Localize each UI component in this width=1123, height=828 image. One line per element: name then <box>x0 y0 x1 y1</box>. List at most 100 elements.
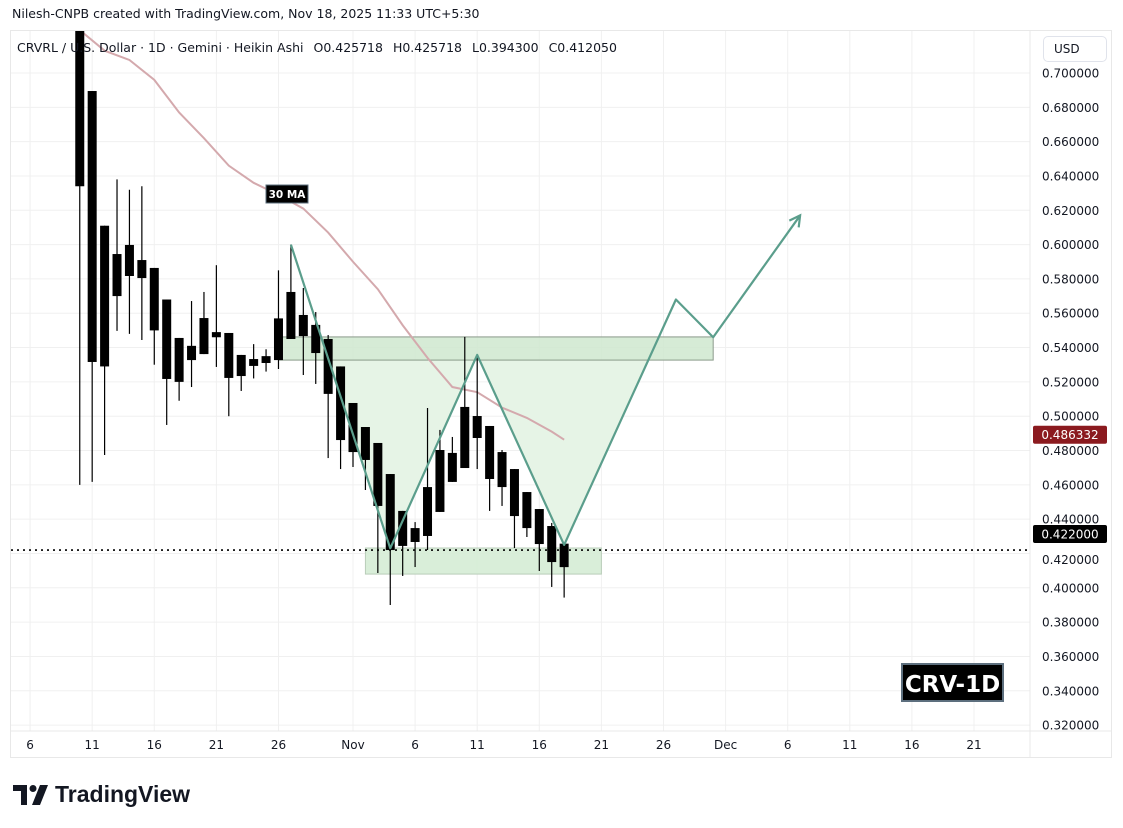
candle-body <box>236 354 246 377</box>
watermark-label: CRV-1D <box>905 672 1000 698</box>
time-tick-label: 16 <box>904 738 919 752</box>
price-tick-label: 0.600000 <box>1042 238 1099 252</box>
candle[interactable] <box>236 354 246 391</box>
candle-body <box>249 359 259 366</box>
candle[interactable] <box>124 189 134 334</box>
pattern-line[interactable] <box>289 214 802 550</box>
candle-body <box>410 528 420 542</box>
candle[interactable] <box>249 344 259 379</box>
candle-body <box>373 442 383 506</box>
candle[interactable] <box>100 225 110 455</box>
candle[interactable] <box>199 291 209 355</box>
ma-price-label-text: 0.486332 <box>1041 428 1098 442</box>
time-tick-label: 6 <box>26 738 34 752</box>
candle[interactable] <box>460 336 470 469</box>
candle[interactable] <box>149 267 159 365</box>
candle-body <box>485 425 495 480</box>
candle-body <box>211 332 221 338</box>
ma-line[interactable] <box>79 30 565 441</box>
candle-body <box>360 427 370 460</box>
ma-price-label-bg <box>1033 425 1107 444</box>
time-axis[interactable]: 6 11 16 21 26 Nov 6 11 16 21 26 Dec 6 11 16 21 <box>26 738 981 752</box>
candle-body <box>398 510 408 546</box>
candle[interactable] <box>522 492 532 538</box>
candle[interactable] <box>261 349 271 372</box>
candle[interactable] <box>286 244 296 339</box>
candle[interactable] <box>224 332 234 417</box>
candle[interactable] <box>497 450 507 506</box>
time-tick-label: 6 <box>784 738 792 752</box>
candle[interactable] <box>559 543 569 598</box>
price-tick-label: 0.440000 <box>1042 513 1099 527</box>
candle[interactable] <box>137 186 147 341</box>
candle[interactable] <box>273 270 283 370</box>
currency-button[interactable]: USD <box>1043 36 1107 62</box>
pattern-fill <box>328 354 649 549</box>
candle-body <box>336 366 346 441</box>
time-tick-label: Nov <box>341 738 364 752</box>
price-tick-label: 0.320000 <box>1042 719 1099 733</box>
candle[interactable] <box>534 509 544 571</box>
resistance-zone[interactable] <box>277 336 714 361</box>
price-tick-label: 0.580000 <box>1042 272 1099 286</box>
candles <box>75 25 569 605</box>
time-tick-label: 21 <box>966 738 981 752</box>
watermark-box: CRV-1D <box>901 663 1004 702</box>
symbol-info[interactable]: CRVRL / U.S. Dollar · 1D · Gemini · Heik… <box>17 40 304 55</box>
candle[interactable] <box>360 427 370 490</box>
candle[interactable] <box>385 474 395 605</box>
price-tick-label: 0.500000 <box>1042 410 1099 424</box>
tradingview-logo-icon <box>13 784 48 805</box>
last-price-label-bg <box>1033 525 1107 544</box>
candle[interactable] <box>87 91 97 482</box>
candle-body <box>298 314 308 337</box>
candle[interactable] <box>298 288 308 376</box>
candle[interactable] <box>162 299 172 425</box>
time-tick-label: 26 <box>271 738 286 752</box>
candle[interactable] <box>435 429 445 512</box>
candle[interactable] <box>75 25 85 485</box>
price-tick-label: 0.360000 <box>1042 650 1099 664</box>
candle-body <box>162 299 172 379</box>
candle-body <box>509 469 519 517</box>
time-tick-label: 26 <box>656 738 671 752</box>
price-labels: 0.486332 0.422000 <box>1033 425 1107 544</box>
time-tick-label: 11 <box>470 738 485 752</box>
price-tick-label: 0.400000 <box>1042 581 1099 595</box>
candle[interactable] <box>336 366 346 470</box>
candle-body <box>497 452 507 488</box>
candle-body <box>435 450 445 512</box>
attribution-text: Nilesh-CNPB created with TradingView.com… <box>12 6 480 21</box>
last-price-label-text: 0.422000 <box>1041 528 1098 542</box>
candle[interactable] <box>323 335 333 459</box>
candle-body <box>348 402 358 453</box>
price-tick-label: 0.700000 <box>1042 67 1099 81</box>
candle-body <box>187 345 197 361</box>
candle[interactable] <box>472 354 482 470</box>
candle[interactable] <box>211 265 221 367</box>
candle[interactable] <box>547 522 557 587</box>
candle-body <box>447 452 457 482</box>
tradingview-logo[interactable]: TradingView <box>13 781 190 808</box>
last-price-label: 0.422000 <box>1033 525 1107 544</box>
candle-body <box>75 31 85 187</box>
price-tick-label: 0.660000 <box>1042 135 1099 149</box>
candle[interactable] <box>423 407 433 551</box>
candle-body <box>423 487 433 536</box>
price-tick-label: 0.620000 <box>1042 204 1099 218</box>
price-axis[interactable]: 0.320000 0.340000 0.360000 0.380000 0.400000… <box>1042 67 1099 733</box>
chart-frame <box>10 30 1112 758</box>
candle[interactable] <box>112 179 122 331</box>
candle-body <box>199 318 209 355</box>
price-tick-label: 0.560000 <box>1042 307 1099 321</box>
candle[interactable] <box>410 522 420 568</box>
price-tick-label: 0.680000 <box>1042 101 1099 115</box>
candle[interactable] <box>174 337 184 401</box>
candle[interactable] <box>447 436 457 482</box>
candle-body <box>124 244 134 277</box>
price-tick-label: 0.520000 <box>1042 375 1099 389</box>
candle[interactable] <box>509 469 519 548</box>
candle[interactable] <box>485 425 495 511</box>
candle[interactable] <box>187 301 197 388</box>
